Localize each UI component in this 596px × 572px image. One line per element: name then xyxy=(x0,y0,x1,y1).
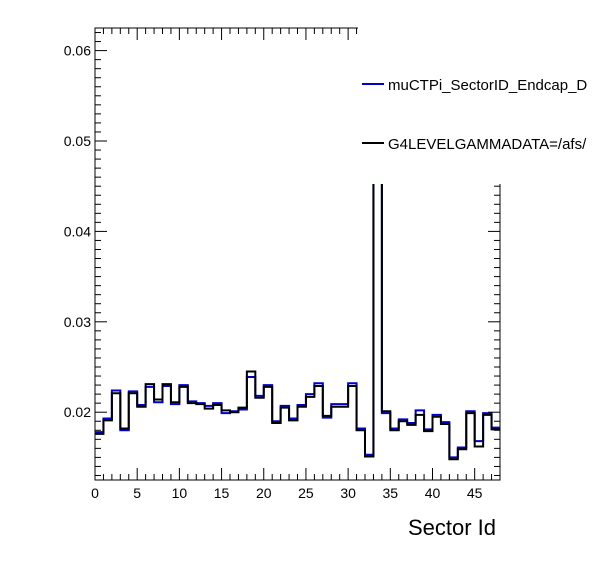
series-2-line xyxy=(95,44,500,461)
x-tick-label: 25 xyxy=(298,485,314,501)
y-tick-label: 0.04 xyxy=(64,223,91,239)
x-axis-title: Sector Id xyxy=(408,515,496,540)
y-tick-label: 0.02 xyxy=(64,404,91,420)
x-tick-label: 5 xyxy=(133,485,141,501)
legend-box xyxy=(358,22,596,184)
legend-label-series-2: G4LEVELGAMMADATA=/afs/ xyxy=(388,136,587,153)
x-tick-label: 0 xyxy=(91,485,99,501)
axis-layer: 0 5 10 15 20 25 30 35 40 45 0.02 0.03 0.04 0.05 0.06 xyxy=(64,28,501,501)
x-tick-label: 30 xyxy=(340,485,356,501)
x-tick-label: 20 xyxy=(256,485,272,501)
series-layer xyxy=(95,42,500,461)
y-tick-label: 0.05 xyxy=(64,133,91,149)
legend-label-series-1: muCTPi_SectorID_Endcap_D xyxy=(388,77,587,94)
legend: muCTPi_SectorID_Endcap_D G4LEVELGAMMADAT… xyxy=(358,22,596,184)
y-tick-label: 0.03 xyxy=(64,314,91,330)
x-tick-label: 40 xyxy=(425,485,441,501)
x-tick-label: 35 xyxy=(383,485,399,501)
x-tick-label: 10 xyxy=(172,485,188,501)
x-tick-label: 15 xyxy=(214,485,230,501)
y-tick-label: 0.06 xyxy=(64,43,91,59)
x-tick-label: 45 xyxy=(467,485,483,501)
